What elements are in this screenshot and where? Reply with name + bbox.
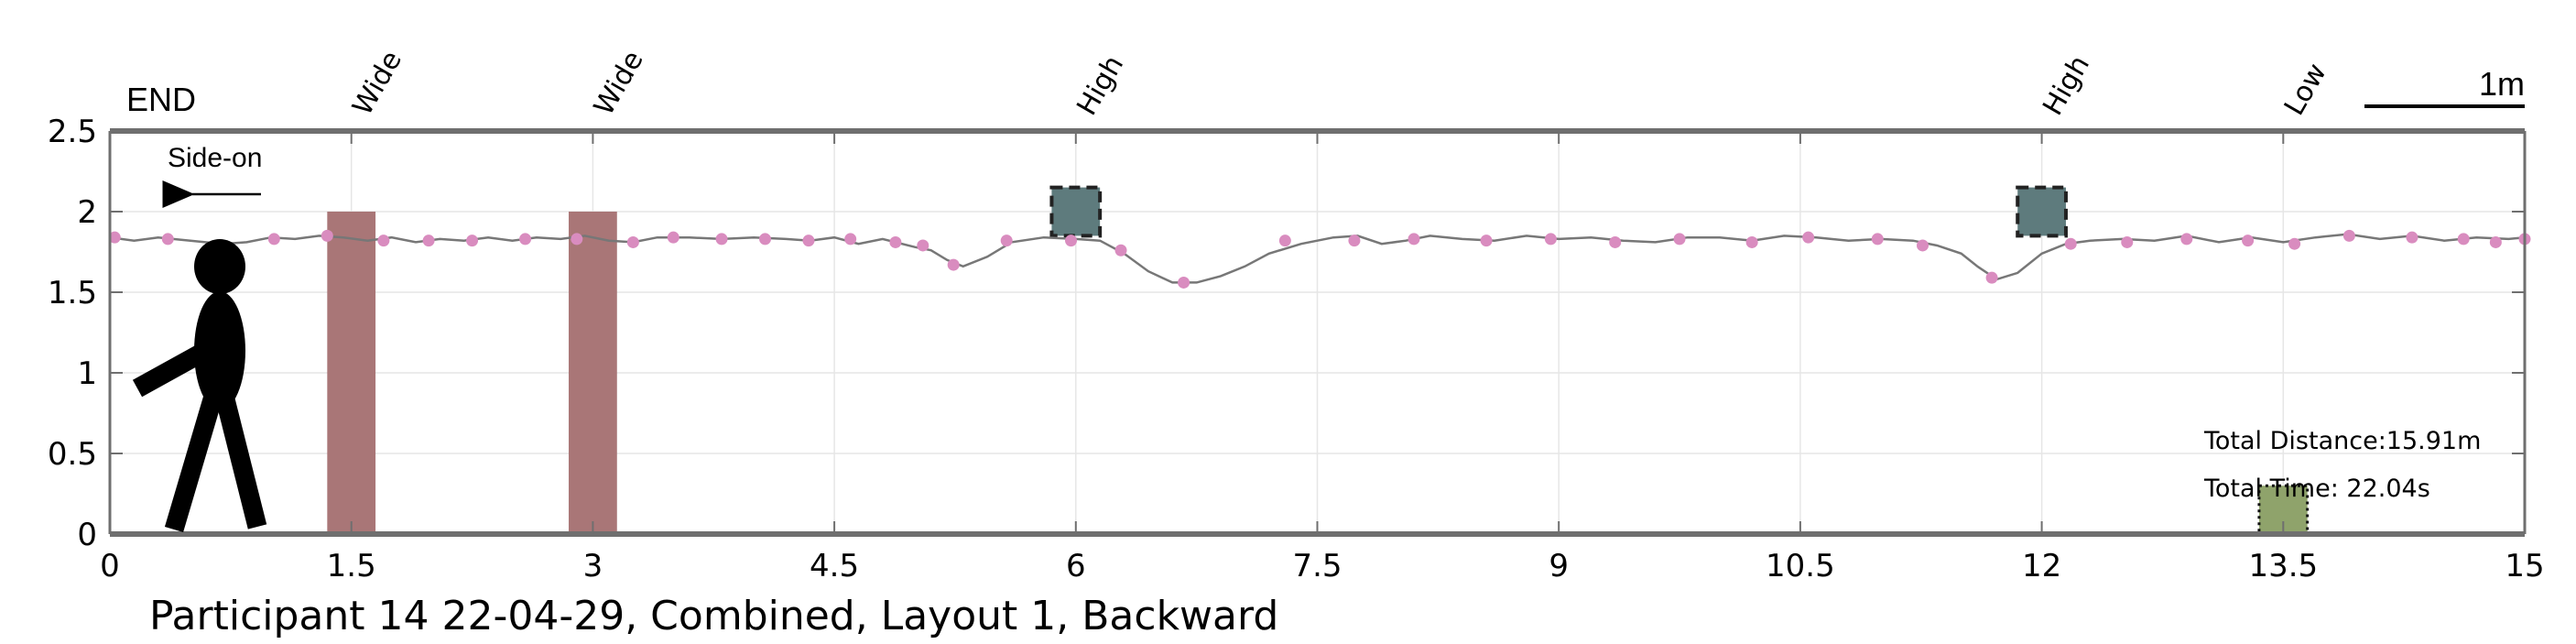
trajectory-marker <box>2180 233 2193 246</box>
trajectory-marker <box>1745 235 1758 248</box>
trajectory-marker <box>2064 237 2077 250</box>
obstacle-high <box>2016 185 2068 238</box>
obstacle-label-wide: Wide <box>346 46 408 121</box>
x-tick-label: 13.5 <box>2248 548 2318 584</box>
y-tick-label: 2 <box>77 194 97 231</box>
trajectory-marker <box>802 235 815 247</box>
trajectory-marker <box>917 239 929 252</box>
trajectory-marker <box>889 235 902 248</box>
trajectory-marker <box>1348 235 1361 247</box>
trajectory-marker <box>571 233 583 246</box>
end-label: END <box>126 81 196 118</box>
obstacle-label-high: High <box>2037 50 2096 121</box>
y-tick-label: 2.5 <box>48 114 97 150</box>
trajectory-marker <box>1000 235 1013 247</box>
obstacle-label-high: High <box>1071 50 1130 121</box>
trajectory-marker <box>1871 233 1884 246</box>
x-tick-label: 3 <box>583 548 603 584</box>
trajectory-marker <box>844 233 857 246</box>
trajectory-marker <box>947 258 960 271</box>
obstacle-wide <box>569 212 617 534</box>
trajectory-marker <box>1673 233 1686 246</box>
x-tick-label: 7.5 <box>1292 548 1342 584</box>
grid <box>109 130 2526 535</box>
obstacles <box>327 185 2310 536</box>
y-tick-label: 0.5 <box>48 436 97 473</box>
trajectory-marker <box>2457 233 2470 246</box>
x-tick-label: 10.5 <box>1766 548 1835 584</box>
trajectory-marker <box>1408 233 1420 246</box>
trajectory-marker <box>466 235 479 247</box>
trajectory-marker <box>2242 235 2255 247</box>
x-tick-label: 12 <box>2022 548 2061 584</box>
trajectory-marker <box>1480 235 1493 247</box>
trajectory-marker <box>2406 231 2418 244</box>
trajectory-marker <box>519 233 532 246</box>
trajectory-marker <box>1114 244 1127 257</box>
obstacle-label-wide: Wide <box>588 46 650 121</box>
trajectory-marker <box>377 235 390 247</box>
y-tick-label: 0 <box>77 517 97 553</box>
walking-person-icon <box>132 239 267 532</box>
scale-label: 1m <box>2479 65 2525 103</box>
trajectory-marker <box>1065 235 1078 247</box>
x-tick-label: 15 <box>2505 548 2544 584</box>
trajectory-marker <box>1544 233 1557 246</box>
trajectory-marker <box>161 233 174 246</box>
trajectory-marker <box>1609 235 1622 248</box>
trajectory-marker <box>321 229 333 242</box>
trajectory-marker <box>267 233 280 246</box>
obstacle-wide <box>327 212 376 534</box>
trajectory-markers <box>108 229 2531 289</box>
y-tick-label: 1.5 <box>48 275 97 311</box>
obstacle-label-low: Low <box>2278 58 2333 121</box>
trajectory-marker <box>667 231 679 244</box>
trajectory-marker <box>2288 237 2301 250</box>
total-distance-label: Total Distance:15.91m <box>2203 427 2481 455</box>
trajectory-marker <box>1178 276 1190 289</box>
y-tick-label: 1 <box>77 355 97 392</box>
x-tick-label: 4.5 <box>810 548 859 584</box>
x-tick-label: 6 <box>1066 548 1086 584</box>
trajectory-marker <box>422 235 435 247</box>
trajectory-marker <box>1917 239 1929 252</box>
trajectory-marker <box>1802 231 1815 244</box>
x-tick-label: 0 <box>100 548 120 584</box>
trajectory-marker <box>2342 229 2355 242</box>
trajectory-marker <box>1278 235 1291 247</box>
trajectory-marker <box>626 235 639 248</box>
trajectory-marker <box>715 233 728 246</box>
x-tick-label: 1.5 <box>327 548 376 584</box>
x-tick-label: 9 <box>1549 548 1569 584</box>
total-time-label: Total Time: 22.04s <box>2203 475 2430 503</box>
direction-label: Side-on <box>168 143 262 173</box>
trajectory-marker <box>1985 271 1998 284</box>
trajectory-marker <box>759 233 772 246</box>
trajectory-marker <box>108 231 121 244</box>
obstacle-high <box>1049 185 1103 238</box>
trajectory-marker <box>2121 235 2134 248</box>
chart-caption: Participant 14 22-04-29, Combined, Layou… <box>149 593 1278 639</box>
trajectory-marker <box>2489 235 2502 248</box>
